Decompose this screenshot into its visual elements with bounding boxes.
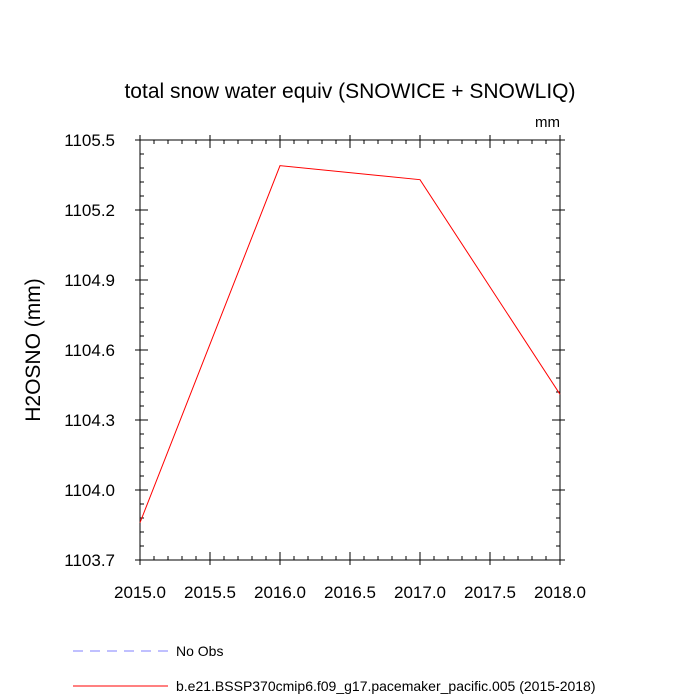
y-tick-label: 1104.6 <box>64 341 115 360</box>
y-tick-label: 1104.0 <box>64 481 115 500</box>
y-tick-label: 1105.5 <box>64 131 115 150</box>
y-tick-label: 1104.9 <box>64 271 115 290</box>
series-line <box>139 165 561 523</box>
x-tick-label: 2015.0 <box>114 583 166 602</box>
x-tick-labels: 2015.0 2015.5 2016.0 2016.5 2017.0 2017.5 2018… <box>114 583 586 602</box>
series-lines <box>139 165 561 523</box>
y-tick-label: 1103.7 <box>64 551 115 570</box>
x-tick-label: 2018.0 <box>534 583 586 602</box>
tick-marks <box>135 135 565 565</box>
x-tick-label: 2015.5 <box>184 583 236 602</box>
legend-label: No Obs <box>176 643 223 659</box>
x-tick-label: 2017.5 <box>464 583 516 602</box>
legend-label: b.e21.BSSP370cmip6.f09_g17.pacemaker_pac… <box>176 678 596 694</box>
y-tick-label: 1104.3 <box>64 411 115 430</box>
legend: No Obs b.e21.BSSP370cmip6.f09_g17.pacemak… <box>73 643 596 694</box>
units-label: mm <box>535 114 560 131</box>
plot-frame <box>139 139 561 561</box>
x-tick-label: 2016.0 <box>254 583 306 602</box>
chart-title: total snow water equiv (SNOWICE + SNOWLI… <box>124 80 575 103</box>
y-tick-labels: 1103.7 1104.0 1104.3 1104.6 1104.9 1105.2 1105… <box>64 131 115 570</box>
x-tick-label: 2017.0 <box>394 583 446 602</box>
y-tick-label: 1105.2 <box>64 201 115 220</box>
x-tick-label: 2016.5 <box>324 583 376 602</box>
y-axis-label: H2OSNO (mm) <box>22 278 45 422</box>
